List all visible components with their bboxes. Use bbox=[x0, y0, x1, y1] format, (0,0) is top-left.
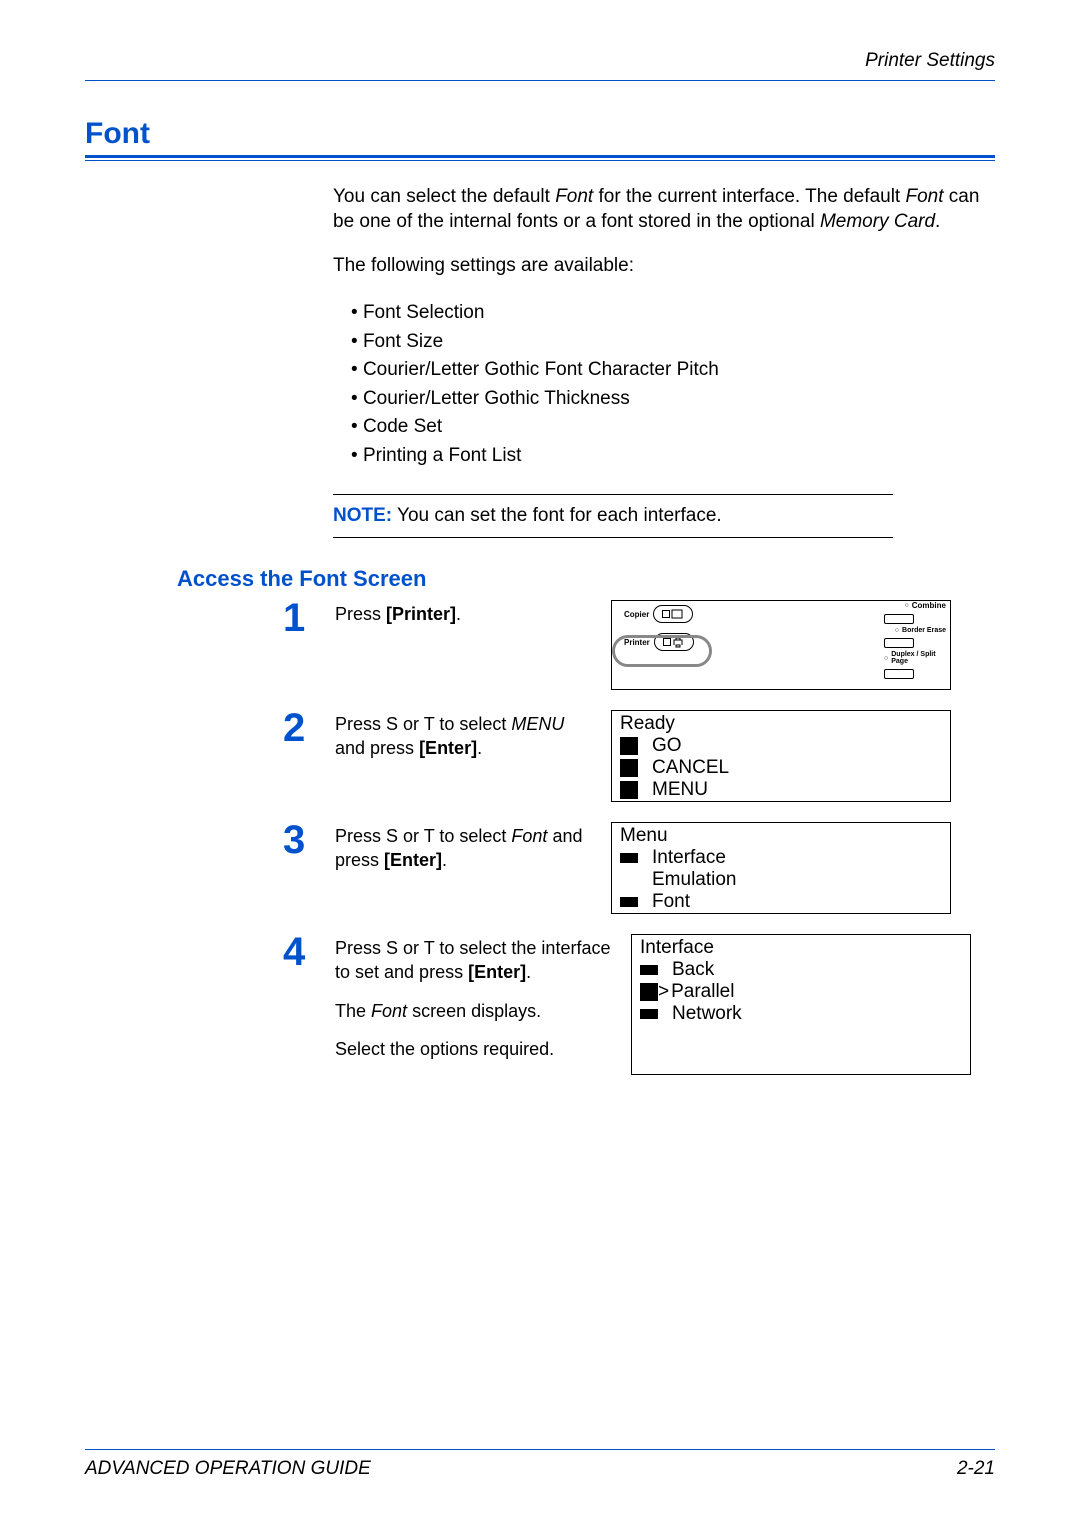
text: Select the options required. bbox=[335, 1037, 615, 1061]
lcd-marker-icon bbox=[620, 759, 638, 777]
list-item: Courier/Letter Gothic Font Character Pit… bbox=[351, 356, 993, 385]
text-italic: Font bbox=[906, 186, 944, 207]
text: . bbox=[477, 738, 482, 758]
page-footer: ADVANCED OPERATION GUIDE 2-21 bbox=[85, 1449, 995, 1480]
title-underline bbox=[85, 155, 995, 161]
step-text: Press S or T to select the interface to … bbox=[335, 934, 615, 1075]
text: The bbox=[335, 1001, 371, 1021]
lcd-item: Network bbox=[672, 1003, 742, 1025]
lcd-item: Interface bbox=[652, 847, 726, 869]
list-item: Courier/Letter Gothic Thickness bbox=[351, 385, 993, 414]
header-rule bbox=[85, 80, 995, 81]
text: Press bbox=[335, 604, 386, 624]
text-bold: [Printer] bbox=[386, 604, 456, 624]
intro-para-2: The following settings are available: bbox=[333, 254, 993, 279]
panel-key-icon bbox=[884, 669, 914, 679]
lcd-marker-icon bbox=[620, 871, 638, 889]
text: . bbox=[526, 962, 531, 982]
duplex-label: Duplex / Split Page bbox=[891, 651, 946, 665]
list-item: Font Selection bbox=[351, 299, 993, 328]
lcd-display: Interface Back Parallel Network bbox=[631, 934, 971, 1075]
lcd-item: CANCEL bbox=[652, 757, 729, 779]
text-bold: [Enter] bbox=[384, 850, 442, 870]
footer-guide-name: ADVANCED OPERATION GUIDE bbox=[85, 1458, 371, 1480]
text: and press bbox=[335, 738, 419, 758]
panel-key-icon bbox=[884, 614, 914, 624]
copier-label: Copier bbox=[624, 610, 649, 619]
lcd-item: Emulation bbox=[652, 869, 737, 891]
lcd-marker-icon bbox=[620, 737, 638, 755]
step-3: 3 Press S or T to select Font and press … bbox=[283, 822, 995, 914]
lcd-title: Interface bbox=[632, 935, 970, 959]
list-item: Font Size bbox=[351, 328, 993, 357]
text-bold: [Enter] bbox=[419, 738, 477, 758]
step-1: 1 Press [Printer]. Copier bbox=[283, 600, 995, 690]
text-italic: Font bbox=[371, 1001, 407, 1021]
text: for the current interface. The default bbox=[593, 186, 905, 207]
footer-page-number: 2-21 bbox=[957, 1458, 995, 1480]
text: You can select the default bbox=[333, 186, 555, 207]
lcd-display: Menu Interface Emulation Font bbox=[611, 822, 951, 914]
text-bold: [Enter] bbox=[468, 962, 526, 982]
text: Press S or T to select bbox=[335, 826, 511, 846]
step-text: Press S or T to select MENU and press [E… bbox=[335, 710, 595, 802]
text-italic: MENU bbox=[511, 714, 564, 734]
footer-rule bbox=[85, 1449, 995, 1450]
step-text: Press [Printer]. bbox=[335, 600, 595, 690]
intro-para-1: You can select the default Font for the … bbox=[333, 185, 993, 234]
note-line: NOTE: You can set the font for each inte… bbox=[333, 505, 993, 527]
lcd-item: Font bbox=[652, 891, 690, 913]
step-2: 2 Press S or T to select MENU and press … bbox=[283, 710, 995, 802]
printer-highlight-icon bbox=[612, 635, 712, 667]
lcd-item: MENU bbox=[652, 779, 708, 801]
settings-bullets: Font Selection Font Size Courier/Letter … bbox=[333, 299, 993, 470]
step-number: 3 bbox=[283, 822, 335, 858]
step-4: 4 Press S or T to select the interface t… bbox=[283, 934, 995, 1075]
note-text: You can set the font for each interface. bbox=[392, 505, 722, 526]
lcd-marker-icon bbox=[640, 965, 658, 975]
combine-label: Combine bbox=[912, 601, 946, 610]
text: . bbox=[442, 850, 447, 870]
text: . bbox=[935, 211, 940, 232]
step-text: Press S or T to select Font and press [E… bbox=[335, 822, 595, 914]
section-heading: Access the Font Screen bbox=[177, 566, 995, 592]
lcd-item-selected: Parallel bbox=[672, 981, 734, 1003]
border-erase-label: Border Erase bbox=[902, 627, 946, 634]
text-italic: Font bbox=[511, 826, 547, 846]
lcd-item: Back bbox=[672, 959, 714, 981]
panel-key-icon bbox=[884, 638, 914, 648]
lcd-marker-icon bbox=[620, 897, 638, 907]
lcd-item: GO bbox=[652, 735, 682, 757]
step-number: 4 bbox=[283, 934, 335, 970]
note-label: NOTE: bbox=[333, 505, 392, 526]
lcd-title: Ready bbox=[612, 711, 950, 735]
text: Press S or T to select bbox=[335, 714, 511, 734]
lcd-marker-icon bbox=[620, 781, 638, 799]
lcd-marker-icon bbox=[620, 853, 638, 863]
lcd-title: Menu bbox=[612, 823, 950, 847]
page-title: Font bbox=[85, 117, 995, 151]
lcd-display: Ready GO CANCEL MENU bbox=[611, 710, 951, 802]
text: screen displays. bbox=[407, 1001, 541, 1021]
list-item: Code Set bbox=[351, 413, 993, 442]
copier-button-icon bbox=[653, 605, 693, 623]
header-section: Printer Settings bbox=[85, 50, 995, 72]
text-italic: Font bbox=[555, 186, 593, 207]
note-rule-bottom bbox=[333, 537, 893, 538]
text: . bbox=[456, 604, 461, 624]
step-number: 2 bbox=[283, 710, 335, 746]
text-italic: Memory Card bbox=[820, 211, 935, 232]
note-rule-top bbox=[333, 494, 893, 495]
list-item: Printing a Font List bbox=[351, 442, 993, 471]
lcd-marker-icon bbox=[640, 983, 658, 1001]
step-number: 1 bbox=[283, 600, 335, 636]
control-panel-diagram: Copier Printer bbox=[611, 600, 951, 690]
lcd-marker-icon bbox=[640, 1009, 658, 1019]
